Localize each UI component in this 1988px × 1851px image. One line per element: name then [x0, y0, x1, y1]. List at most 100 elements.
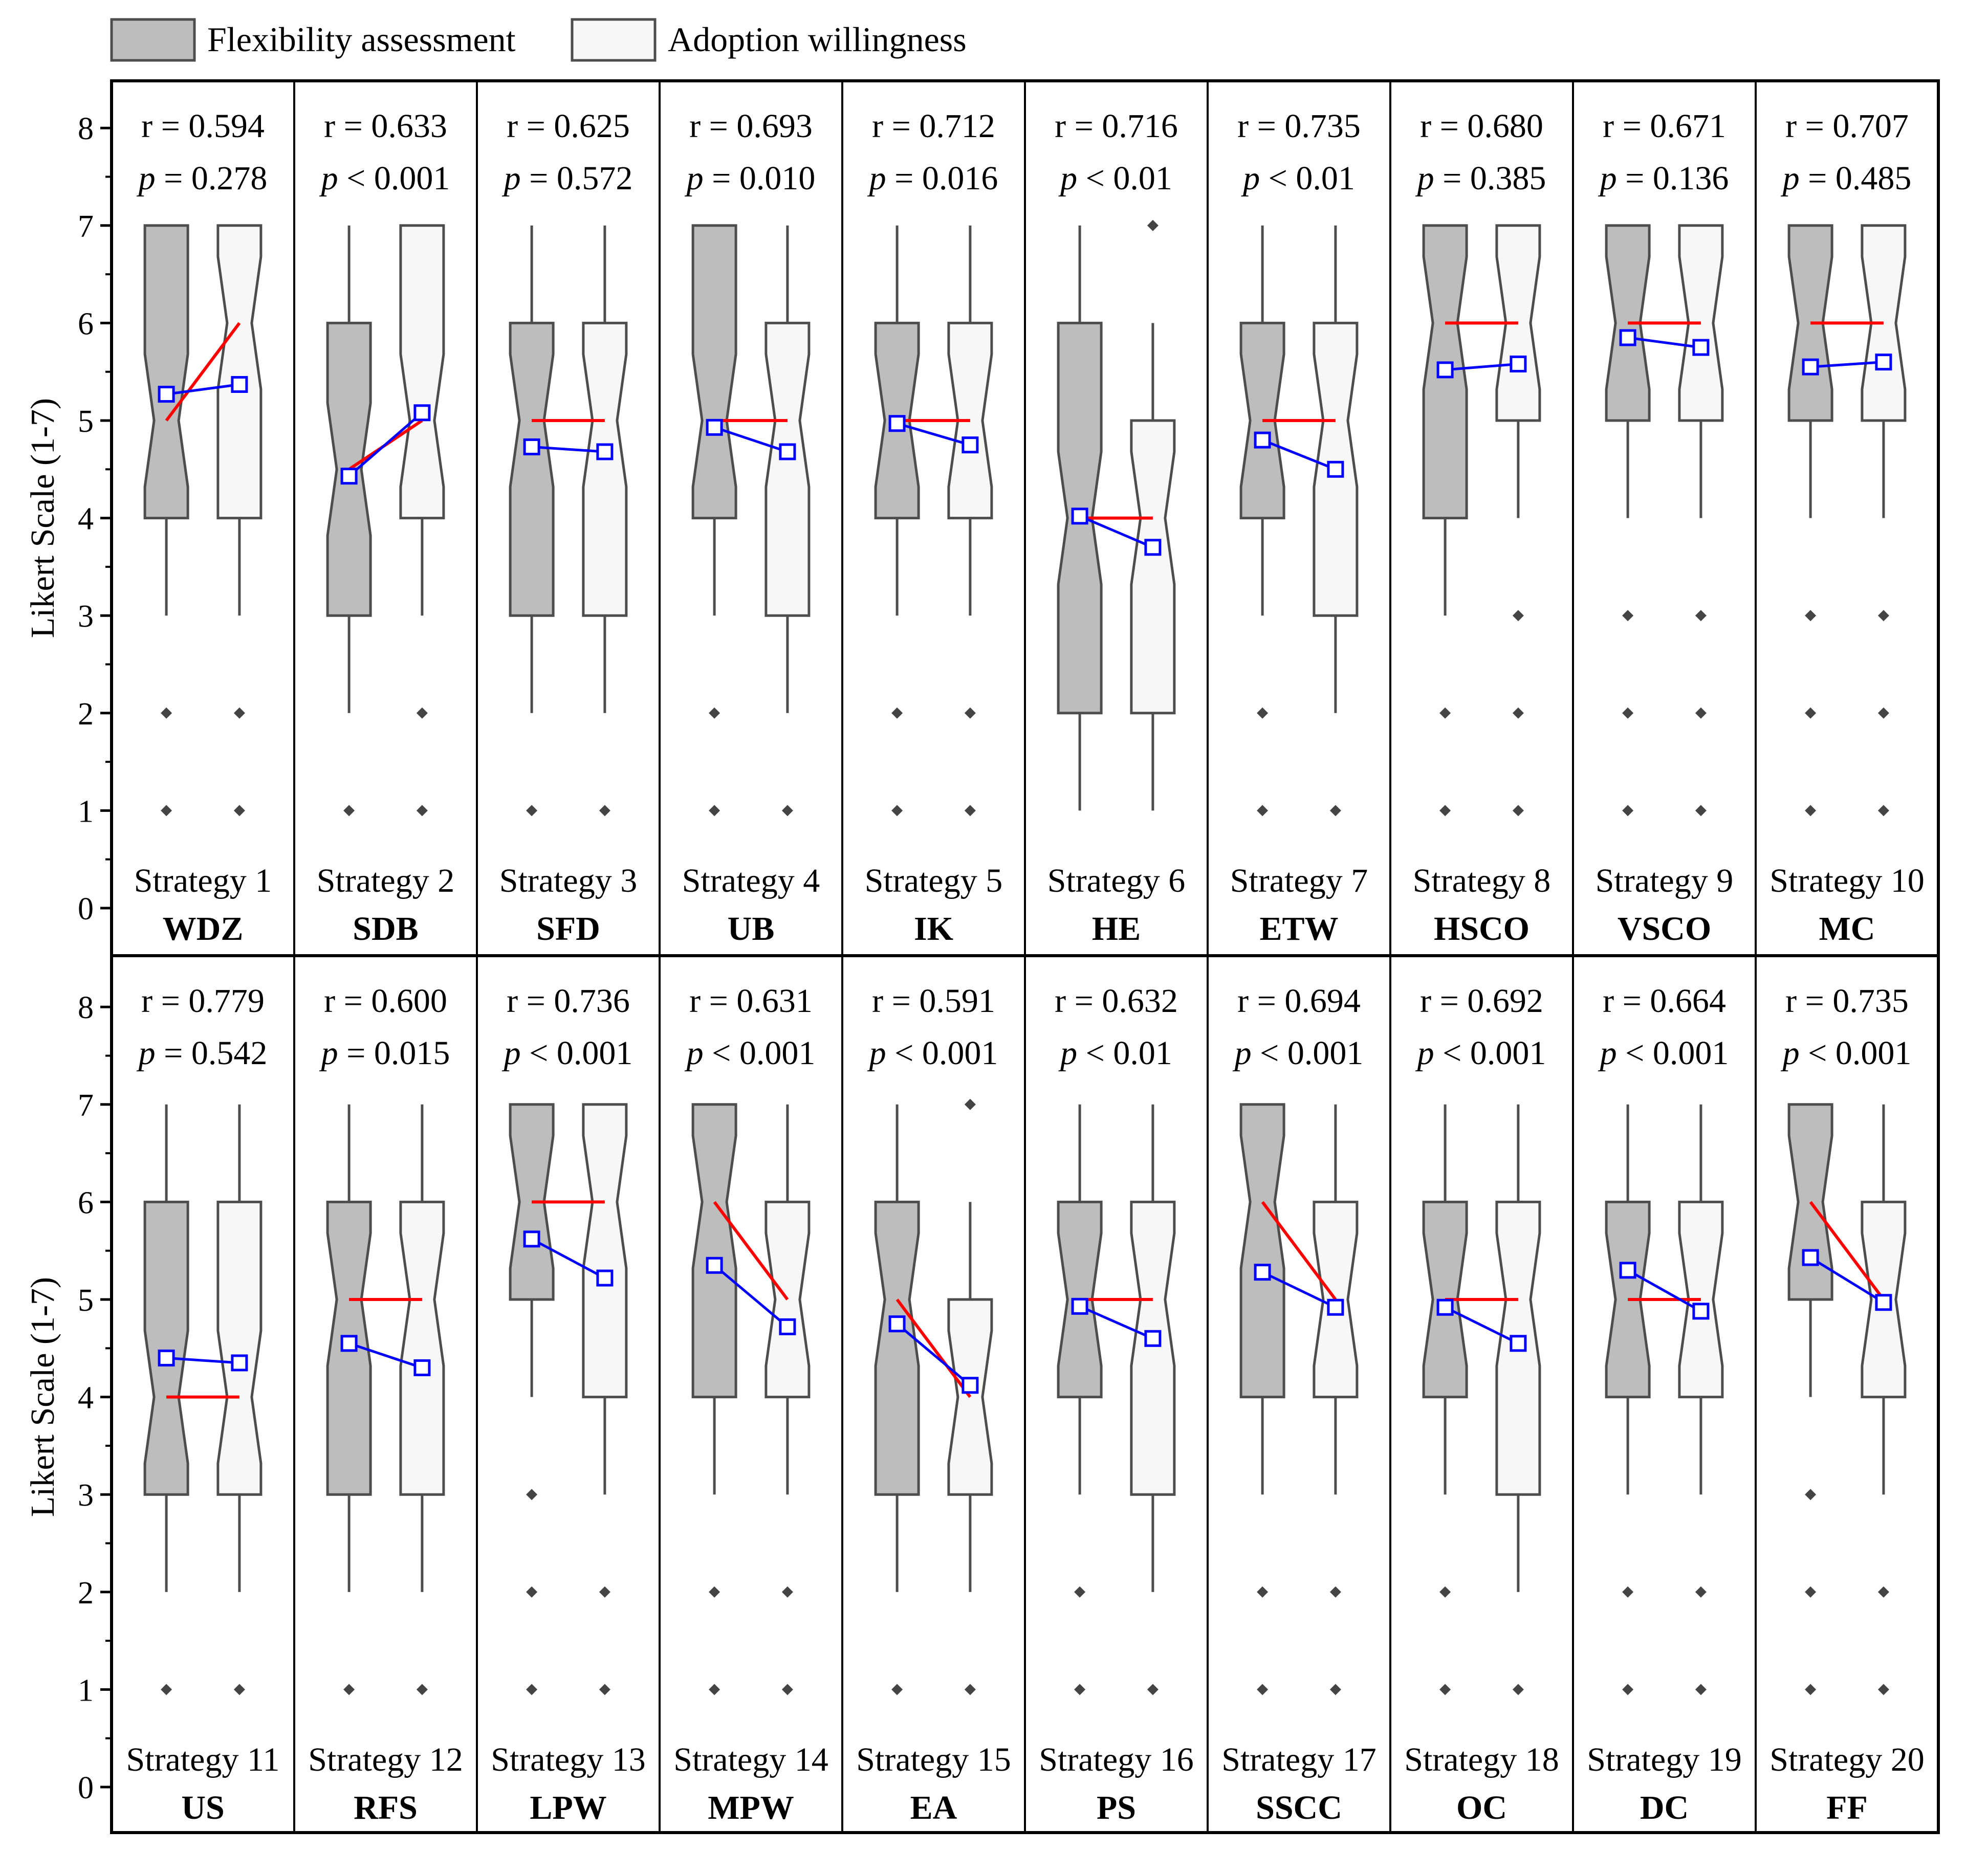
flexibility-outlier	[709, 1586, 720, 1598]
adoption-outlier	[1695, 805, 1707, 817]
adoption-box	[764, 321, 811, 617]
adoption-mean-marker	[1875, 1294, 1892, 1311]
flexibility-outlier	[1805, 1489, 1817, 1501]
flexibility-outlier	[1622, 707, 1634, 719]
p-value: p = 0.385	[1415, 160, 1546, 197]
strategy-label: Strategy 2	[317, 862, 454, 899]
strategy-code: SFD	[536, 910, 600, 947]
mean-line	[896, 1323, 971, 1386]
adoption-outlier	[781, 1684, 793, 1695]
strategy-label: Strategy 17	[1221, 1741, 1376, 1778]
adoption-outlier	[964, 1098, 976, 1110]
p-value: p = 0.136	[1598, 160, 1729, 197]
adoption-outlier	[1512, 805, 1524, 817]
strategy-label: Strategy 10	[1769, 862, 1924, 899]
adoption-outlier	[233, 707, 245, 719]
adoption-outlier	[1512, 707, 1524, 719]
strategy-code: WDZ	[163, 910, 244, 947]
p-value: p < 0.001	[1233, 1034, 1364, 1072]
flexibility-outlier	[1257, 805, 1269, 817]
flexibility-outlier	[1257, 707, 1269, 719]
strategy-panel-17: r = 0.694 p < 0.001 Strategy 17 SSCC	[1221, 982, 1376, 1826]
p-value: p < 0.001	[867, 1034, 998, 1072]
flexibility-box	[691, 1103, 737, 1399]
y-axis-label: Likert Scale (1-7)	[24, 1277, 61, 1517]
strategy-code: VSCO	[1618, 910, 1711, 947]
mean-line	[1262, 1271, 1336, 1309]
y-tick-label: 5	[78, 1283, 94, 1318]
adoption-outlier	[1877, 1586, 1889, 1598]
adoption-box	[1130, 1200, 1176, 1496]
flexibility-outlier	[1622, 1684, 1634, 1695]
adoption-mean-marker	[962, 436, 979, 454]
legend-swatch-flexibility	[110, 18, 196, 62]
p-value: p < 0.001	[1598, 1034, 1729, 1072]
flexibility-mean-marker	[523, 438, 540, 455]
adoption-outlier	[233, 805, 245, 817]
adoption-outlier	[1877, 805, 1889, 817]
flexibility-box	[509, 321, 555, 617]
correlation-r: r = 0.664	[1603, 982, 1726, 1020]
adoption-outlier	[1877, 707, 1889, 719]
adoption-outlier	[1147, 1684, 1159, 1695]
adoption-box	[1130, 419, 1176, 715]
strategy-code: RFS	[354, 1789, 418, 1826]
strategy-label: Strategy 11	[126, 1741, 280, 1778]
flexibility-outlier	[1805, 1586, 1817, 1598]
adoption-mean-marker	[596, 443, 614, 460]
adoption-outlier	[1877, 1684, 1889, 1695]
adoption-box	[216, 1200, 263, 1496]
strategy-code: SDB	[353, 910, 418, 947]
median-line	[1261, 1201, 1337, 1301]
flexibility-outlier	[891, 707, 903, 719]
p-value: p < 0.01	[1058, 1034, 1172, 1072]
strategy-label: Strategy 14	[673, 1741, 828, 1778]
p-value: p = 0.015	[319, 1034, 450, 1072]
strategy-label: Strategy 7	[1230, 862, 1368, 899]
adoption-outlier	[964, 1684, 976, 1695]
flexibility-outlier	[1805, 610, 1817, 622]
strategy-panel-12: r = 0.600 p = 0.015 Strategy 12 RFS	[308, 982, 463, 1826]
flexibility-mean-marker	[888, 415, 906, 432]
flexibility-mean-marker	[158, 1349, 175, 1367]
flexibility-outlier	[709, 1684, 720, 1695]
correlation-r: r = 0.735	[1237, 107, 1361, 145]
mean-line	[1079, 1305, 1153, 1340]
strategy-panel-19: r = 0.664 p < 0.001 Strategy 19 DC	[1587, 982, 1741, 1826]
adoption-outlier	[599, 1586, 610, 1598]
strategy-code: HE	[1092, 910, 1141, 947]
flexibility-outlier	[709, 707, 720, 719]
adoption-outlier	[1695, 1684, 1707, 1695]
adoption-outlier	[1695, 610, 1707, 622]
adoption-mean-marker	[413, 1359, 431, 1376]
p-value: p = 0.010	[685, 160, 816, 197]
flexibility-mean-marker	[1254, 1264, 1271, 1281]
flexibility-mean-marker	[706, 1257, 723, 1274]
strategy-code: MC	[1819, 910, 1875, 947]
adoption-mean-marker	[231, 1354, 248, 1372]
legend-swatch-adoption	[571, 18, 657, 62]
flexibility-mean-marker	[1436, 1298, 1454, 1316]
adoption-mean-marker	[962, 1377, 979, 1394]
correlation-r: r = 0.591	[872, 982, 995, 1020]
strategy-panel-10: r = 0.707 p = 0.485 Strategy 10 MC	[1769, 107, 1924, 947]
strategy-label: Strategy 9	[1596, 862, 1733, 899]
mean-line	[531, 445, 605, 453]
flexibility-outlier	[891, 805, 903, 817]
y-tick-label: 6	[78, 1185, 94, 1220]
adoption-outlier	[781, 1586, 793, 1598]
flexibility-box	[691, 224, 737, 520]
strategy-panel-15: r = 0.591 p < 0.001 Strategy 15 EA	[856, 982, 1011, 1826]
strategy-panel-16: r = 0.632 p < 0.01 Strategy 16 PS	[1039, 982, 1193, 1826]
flexibility-outlier	[891, 1684, 903, 1695]
median-line	[165, 322, 241, 422]
flexibility-mean-marker	[1619, 329, 1636, 346]
adoption-mean-marker	[1510, 355, 1527, 372]
correlation-r: r = 0.712	[872, 107, 995, 145]
adoption-mean-marker	[413, 404, 431, 422]
correlation-r: r = 0.680	[1420, 107, 1543, 145]
y-tick-label: 6	[78, 306, 94, 341]
adoption-mean-marker	[1692, 1303, 1710, 1320]
flexibility-mean-marker	[1254, 431, 1271, 449]
